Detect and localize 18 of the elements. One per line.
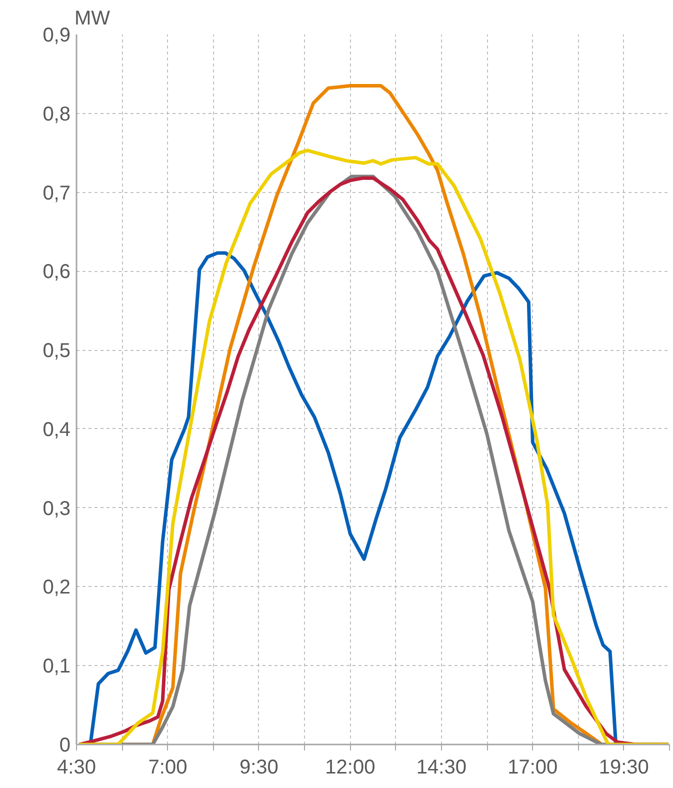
y-axis-title: MW [74, 8, 110, 30]
y-tick-label: 0,9 [42, 24, 71, 46]
x-tick-label: 4:30 [57, 756, 96, 778]
y-tick-label: 0 [59, 734, 70, 756]
x-tick-label: 17:00 [508, 756, 558, 778]
y-tick-label: 0,5 [42, 340, 71, 362]
y-tick-label: 0,7 [42, 182, 71, 204]
y-tick-label: 0,6 [42, 261, 71, 284]
y-tick-label: 0,3 [42, 498, 71, 520]
x-tick-label: 14:30 [416, 756, 466, 778]
y-tick-label: 0,1 [42, 656, 71, 678]
x-tick-label: 12:00 [325, 756, 376, 778]
y-tick-label: 0,8 [42, 103, 71, 126]
x-tick-label: 19:30 [598, 756, 649, 778]
y-tick-label: 0,4 [42, 418, 71, 441]
x-tick-label: 9:30 [240, 756, 278, 778]
x-tick-label: 7:00 [148, 756, 188, 778]
y-tick-label: 0,2 [42, 576, 71, 599]
